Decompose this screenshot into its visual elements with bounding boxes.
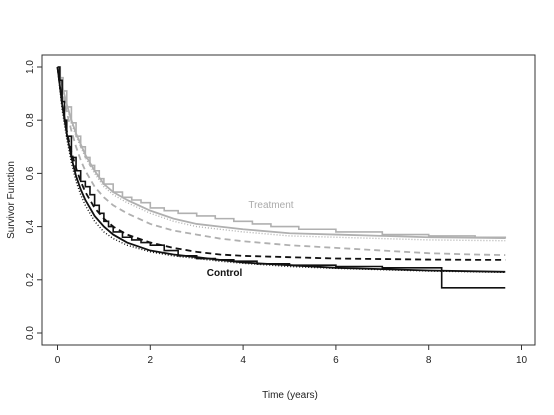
x-tick-label: 4: [240, 355, 246, 366]
x-tick-label: 10: [516, 355, 528, 366]
y-axis-label: Survivor Function: [6, 161, 17, 239]
annotations: Treatment Control: [207, 200, 294, 279]
treatment-km-step-curve: [57, 66, 507, 239]
y-tick-label: 0.2: [25, 272, 36, 286]
y-axis: 0.0 0.2 0.4 0.6 0.8 1.0: [25, 60, 42, 340]
x-axis-label: Time (years): [262, 390, 318, 401]
x-tick-label: 6: [333, 355, 339, 366]
y-tick-label: 0.4: [25, 219, 36, 233]
y-tick-label: 1.0: [25, 60, 36, 74]
treatment-label: Treatment: [248, 200, 293, 211]
control-km-step-curve: [57, 66, 506, 289]
treatment-dotted-curve: [56, 66, 506, 242]
y-tick-label: 0.6: [25, 166, 36, 180]
control-dotted-curve: [56, 66, 506, 274]
plot-area: [41, 54, 536, 346]
y-tick-label: 0.0: [25, 326, 36, 340]
plot-border: [41, 54, 536, 346]
control-dashed-curve: [56, 66, 506, 261]
x-axis: 0 2 4 6 8 10: [55, 345, 528, 366]
y-tick-label: 0.8: [25, 113, 36, 127]
control-smooth-curve: [56, 66, 506, 273]
x-tick-label: 0: [55, 355, 61, 366]
series-layer: [56, 66, 507, 289]
x-tick-label: 2: [148, 355, 154, 366]
x-tick-label: 8: [426, 355, 432, 366]
control-label: Control: [207, 268, 243, 279]
treatment-smooth-curve: [56, 66, 506, 239]
